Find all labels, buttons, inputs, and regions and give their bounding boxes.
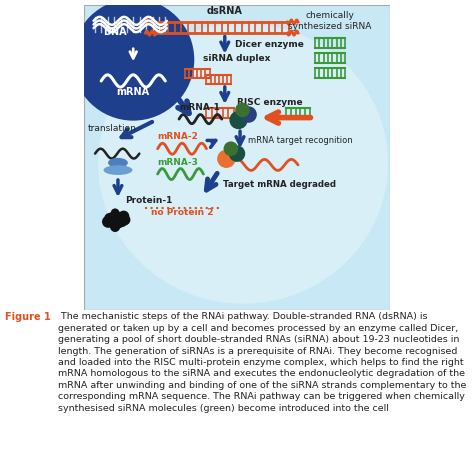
Text: Target mRNA degraded: Target mRNA degraded	[223, 180, 336, 189]
FancyBboxPatch shape	[84, 5, 390, 310]
Text: mRNA target recognition: mRNA target recognition	[248, 136, 352, 145]
Circle shape	[229, 145, 245, 162]
Circle shape	[108, 212, 117, 221]
Circle shape	[72, 0, 194, 121]
Circle shape	[118, 211, 129, 222]
Ellipse shape	[98, 23, 388, 304]
Ellipse shape	[103, 165, 132, 175]
Text: dsRNA: dsRNA	[207, 6, 243, 16]
Circle shape	[104, 213, 115, 224]
Circle shape	[102, 216, 114, 228]
Text: chemically: chemically	[306, 11, 355, 21]
Text: DNA: DNA	[103, 27, 127, 37]
Circle shape	[118, 214, 130, 226]
Text: mRNA: mRNA	[117, 87, 150, 97]
Circle shape	[224, 141, 238, 156]
Text: siRNA duplex: siRNA duplex	[203, 54, 271, 63]
Text: mRNA-3: mRNA-3	[158, 158, 199, 167]
Circle shape	[120, 215, 130, 225]
Ellipse shape	[108, 158, 128, 168]
Text: mRNA-2: mRNA-2	[158, 132, 199, 141]
Circle shape	[240, 106, 257, 123]
Circle shape	[110, 222, 120, 232]
Circle shape	[111, 208, 119, 217]
Text: translation: translation	[87, 124, 137, 133]
Text: Figure 1: Figure 1	[5, 312, 51, 322]
Circle shape	[235, 103, 250, 117]
Circle shape	[217, 150, 236, 168]
Circle shape	[229, 111, 248, 129]
Circle shape	[115, 219, 123, 228]
Text: The mechanistic steps of the RNAi pathway. Double-stranded RNA (dsRNA) is genera: The mechanistic steps of the RNAi pathwa…	[58, 312, 466, 413]
Text: Protein-1: Protein-1	[126, 196, 173, 205]
Circle shape	[114, 212, 123, 221]
Text: Dicer enzyme: Dicer enzyme	[236, 41, 304, 49]
Text: no Protein 2: no Protein 2	[151, 208, 213, 217]
Text: RISC enzyme: RISC enzyme	[237, 98, 302, 107]
Text: mRNA-1: mRNA-1	[179, 103, 220, 112]
Circle shape	[118, 218, 127, 227]
Text: synthesized siRNA: synthesized siRNA	[288, 22, 372, 31]
Circle shape	[108, 217, 119, 228]
